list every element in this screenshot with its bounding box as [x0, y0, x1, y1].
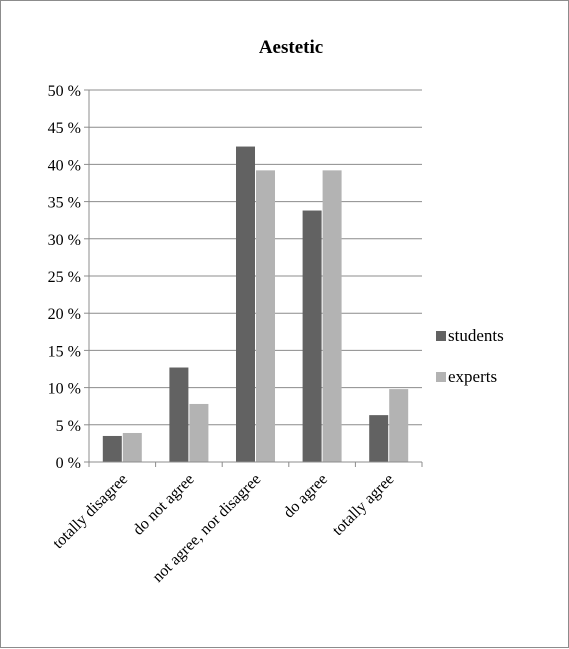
- y-tick-label: 40 %: [48, 157, 81, 174]
- legend-label-experts: experts: [448, 367, 497, 386]
- bar-students: [102, 435, 122, 462]
- y-tick-label: 45 %: [48, 120, 81, 137]
- y-tick-label: 15 %: [48, 343, 81, 360]
- bar-students: [369, 415, 389, 462]
- y-tick-label: 20 %: [48, 306, 81, 323]
- bar-experts: [389, 389, 409, 462]
- bar-students: [302, 210, 322, 462]
- legend-label-students: students: [448, 326, 504, 345]
- y-axis-tick-labels: 0 % 5 % 10 % 15 % 20 % 25 % 30 % 35 % 40 % 45 % 50…: [48, 83, 81, 472]
- gridlines: [89, 89, 422, 426]
- x-category-label: totally agree: [329, 471, 397, 539]
- bar-experts: [322, 170, 342, 463]
- bar-experts: [256, 170, 275, 463]
- bars: [102, 146, 409, 463]
- y-tick-label: 10 %: [48, 381, 81, 398]
- y-tick-label: 0 %: [56, 455, 81, 472]
- legend-swatch-experts: [436, 372, 446, 382]
- legend: students experts: [436, 326, 504, 386]
- bar-experts: [122, 432, 142, 462]
- axes: [84, 89, 423, 467]
- bar-students: [236, 146, 255, 462]
- x-category-label: do not agree: [130, 471, 198, 539]
- y-tick-label: 35 %: [48, 195, 81, 212]
- y-tick-label: 50 %: [48, 83, 81, 100]
- chart-title: Aestetic: [259, 37, 323, 58]
- x-category-label: totally disagree: [50, 471, 131, 552]
- y-tick-label: 5 %: [56, 418, 81, 435]
- x-category-label: do agree: [280, 471, 331, 522]
- y-tick-label: 25 %: [48, 269, 81, 286]
- legend-swatch-students: [436, 331, 446, 341]
- y-tick-label: 30 %: [48, 232, 81, 249]
- x-category-label: not agree, nor disagree: [149, 471, 264, 586]
- bar-students: [169, 367, 189, 462]
- bar-experts: [189, 403, 209, 462]
